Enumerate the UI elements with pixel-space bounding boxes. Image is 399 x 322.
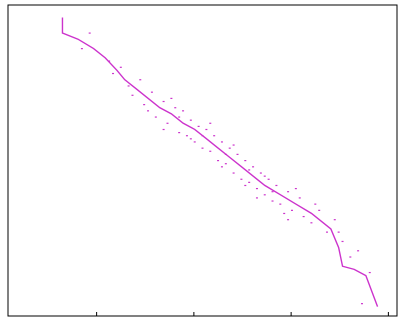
data-point <box>154 116 157 118</box>
x-axis-ticks <box>96 312 389 316</box>
data-point <box>259 172 262 174</box>
data-point <box>178 132 181 134</box>
data-point <box>185 135 188 137</box>
data-point <box>170 97 173 99</box>
data-point <box>143 104 146 106</box>
data-point <box>232 144 235 146</box>
data-point <box>139 79 142 81</box>
data-point <box>108 60 111 62</box>
data-point <box>290 209 293 211</box>
data-point <box>182 110 185 112</box>
data-point <box>166 122 169 124</box>
data-point <box>174 107 177 109</box>
data-point <box>162 128 165 131</box>
data-point <box>240 178 243 180</box>
data-point <box>147 110 150 112</box>
data-point <box>88 32 91 34</box>
data-point <box>314 203 317 205</box>
data-point <box>248 169 251 171</box>
data-point <box>294 187 297 190</box>
data-point <box>337 231 340 233</box>
data-point <box>263 175 266 177</box>
data-point <box>271 191 274 193</box>
data-point <box>201 147 204 149</box>
data-point <box>197 125 200 127</box>
data-point <box>112 72 115 75</box>
data-point <box>271 200 274 202</box>
data-point <box>360 303 363 305</box>
data-point <box>244 184 247 187</box>
data-point <box>275 184 278 187</box>
plot-frame <box>7 4 398 317</box>
data-point <box>150 91 153 93</box>
data-point <box>220 166 223 168</box>
data-point <box>341 240 344 243</box>
data-point <box>119 66 122 68</box>
data-point <box>263 194 266 196</box>
data-point <box>162 100 165 103</box>
data-point <box>279 203 282 205</box>
data-point <box>201 135 204 137</box>
data-point <box>217 160 220 162</box>
data-point <box>287 219 290 221</box>
data-point <box>287 191 290 193</box>
data-point <box>255 187 258 190</box>
series-points <box>80 32 371 305</box>
series-line <box>61 17 379 307</box>
data-point <box>318 209 321 211</box>
data-point <box>220 141 223 143</box>
data-point <box>189 138 192 140</box>
data-point <box>236 153 239 155</box>
data-point <box>205 128 208 131</box>
data-point <box>127 85 130 87</box>
data-point <box>224 163 227 165</box>
data-point <box>193 141 196 143</box>
data-point <box>325 231 328 233</box>
data-point <box>178 116 181 118</box>
data-point <box>189 119 192 121</box>
data-point <box>209 122 212 124</box>
data-point <box>232 172 235 174</box>
data-point <box>213 135 216 137</box>
data-point <box>333 219 336 221</box>
data-point <box>349 256 352 258</box>
data-point <box>357 250 360 252</box>
data-point <box>267 178 270 180</box>
data-point <box>310 222 313 224</box>
data-point <box>255 197 258 199</box>
data-point <box>228 147 231 149</box>
data-point <box>244 160 247 162</box>
data-point <box>368 271 371 274</box>
data-point <box>224 153 227 155</box>
data-point <box>283 212 286 215</box>
data-point <box>80 48 83 50</box>
data-point <box>248 181 251 183</box>
data-point <box>252 166 255 168</box>
data-point <box>209 150 212 152</box>
data-point <box>302 215 305 218</box>
data-point <box>131 94 134 96</box>
data-point <box>298 197 301 199</box>
